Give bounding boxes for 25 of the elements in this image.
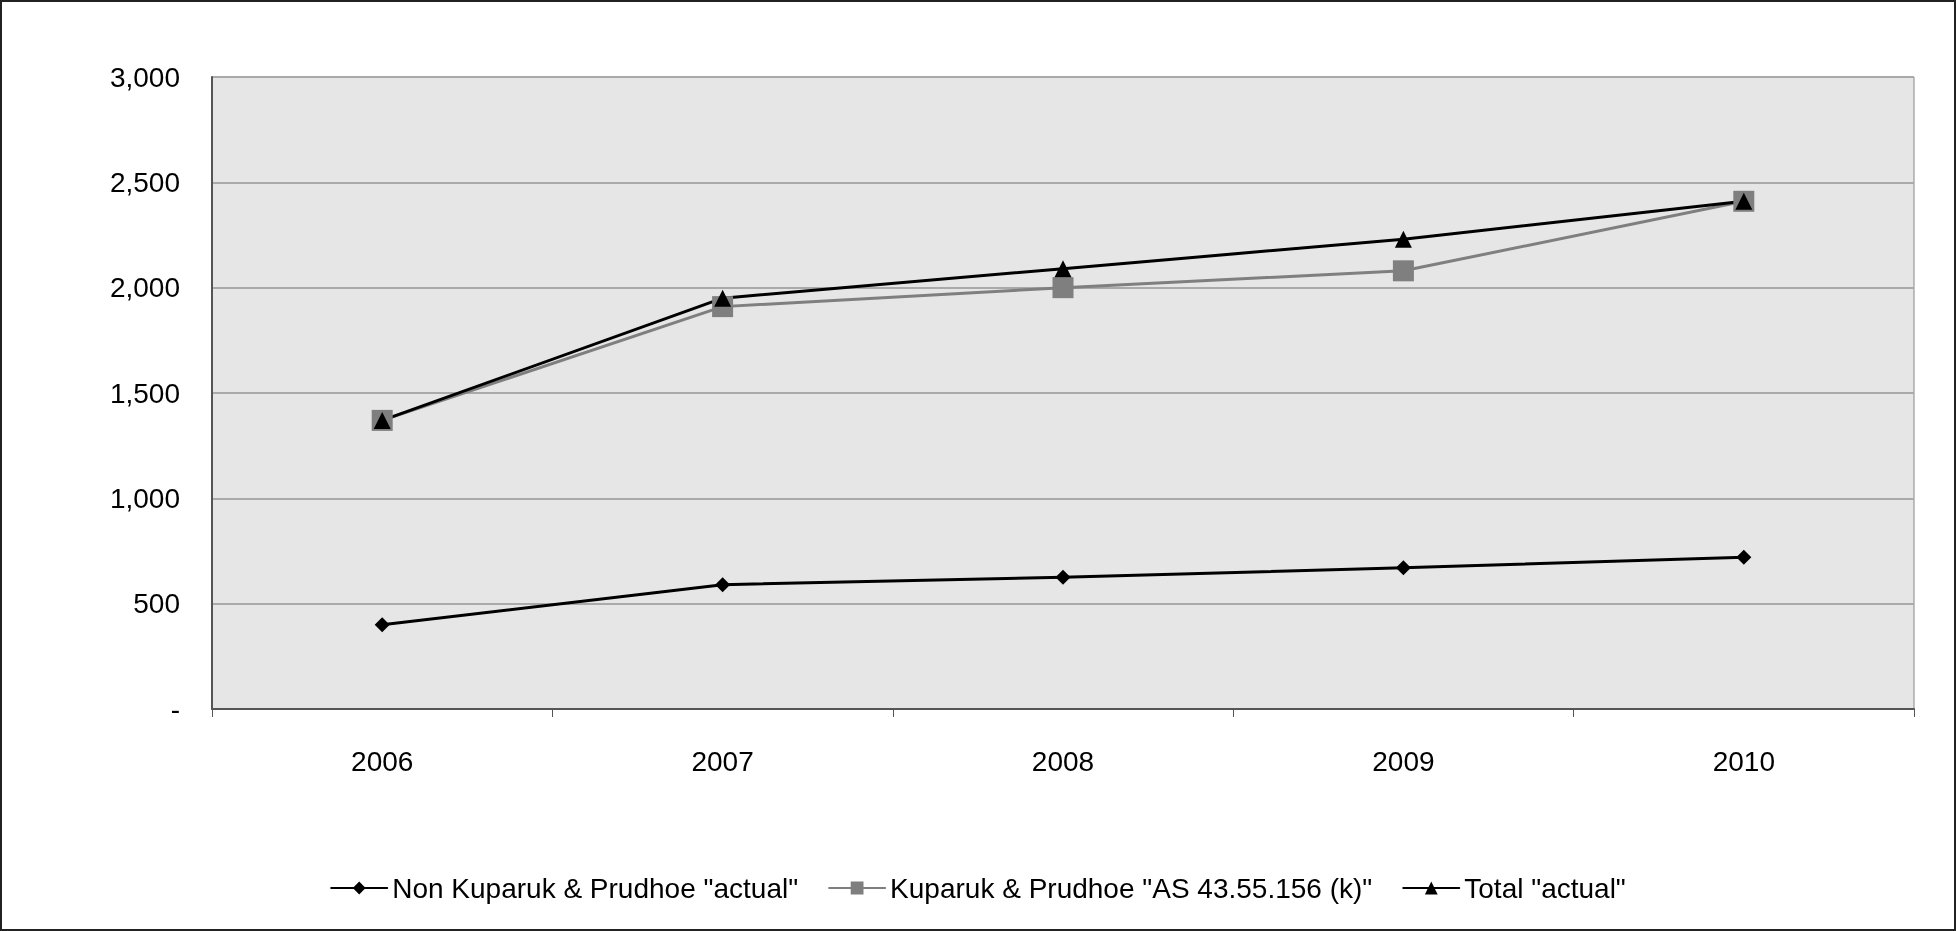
y-tick-label: 500 <box>133 588 180 620</box>
y-tick-label: 2,000 <box>109 272 180 304</box>
point <box>714 289 732 307</box>
x-tick-label: 2009 <box>1372 745 1435 777</box>
point <box>1055 569 1071 585</box>
x-tick-label: 2007 <box>691 745 754 777</box>
point <box>1054 260 1072 278</box>
y-tick-label: - <box>170 693 180 725</box>
legend-label: Kuparuk & Prudhoe "AS 43.55.156 (k)" <box>890 872 1373 904</box>
point <box>374 617 390 633</box>
legend-label: Non Kuparuk & Prudhoe "actual" <box>392 872 799 904</box>
point <box>1392 260 1414 282</box>
point <box>1395 560 1411 576</box>
x-tick-label: 2008 <box>1031 745 1095 777</box>
point <box>1052 277 1074 299</box>
y-tick-label: 1,000 <box>109 482 180 514</box>
x-tick-label: 2006 <box>351 745 414 777</box>
y-tick-label: 2,500 <box>109 166 180 198</box>
x-tick-label: 2010 <box>1712 745 1775 777</box>
y-tick-label: 3,000 <box>109 61 180 93</box>
point <box>715 577 731 593</box>
point <box>1394 230 1412 248</box>
legend-label: Total "actual" <box>1464 872 1626 904</box>
point <box>1736 549 1752 565</box>
y-tick-label: 1,500 <box>109 377 180 409</box>
